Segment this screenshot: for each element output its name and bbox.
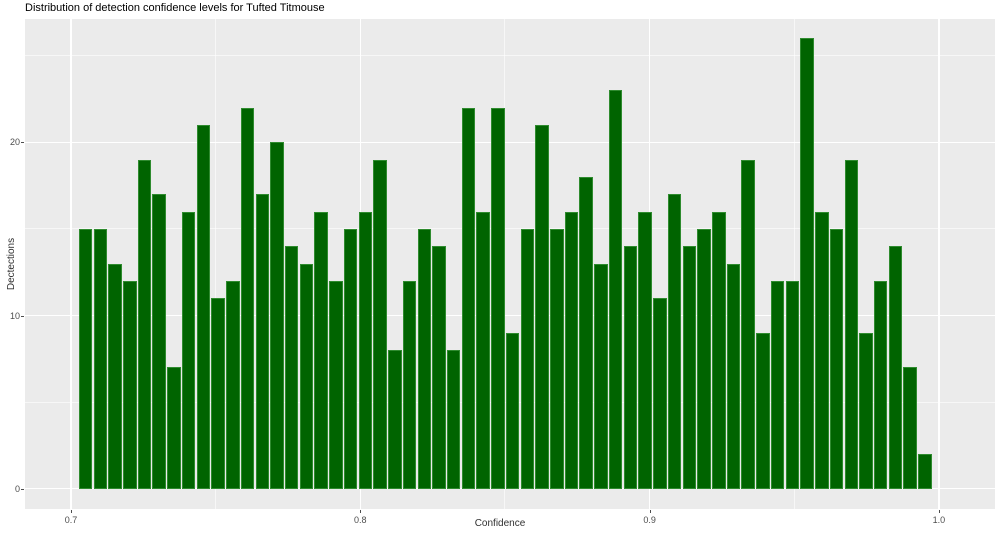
histogram-bar — [491, 107, 505, 489]
histogram-bar — [520, 228, 535, 489]
minor-gridline-x — [504, 19, 506, 509]
histogram-bar — [152, 194, 166, 489]
histogram-bar — [550, 228, 564, 489]
histogram-bar — [918, 454, 932, 489]
major-gridline-y — [25, 314, 995, 317]
histogram-bar — [314, 211, 328, 489]
histogram-bar — [829, 228, 844, 489]
histogram-bar — [388, 350, 402, 489]
x-tick-label: 0.9 — [643, 515, 656, 525]
histogram-bar — [594, 263, 608, 489]
histogram-bar — [461, 107, 476, 489]
histogram-bar — [137, 159, 152, 489]
histogram-bar — [476, 211, 490, 489]
minor-gridline-y — [25, 228, 995, 230]
histogram-bar — [505, 332, 520, 489]
y-tick-label: 10 — [9, 310, 20, 321]
histogram-bar — [682, 246, 697, 489]
histogram-bar — [770, 280, 785, 489]
histogram-bar — [358, 211, 373, 489]
histogram-bar — [815, 211, 829, 489]
minor-gridline-x — [793, 19, 795, 509]
plot-panel — [25, 19, 995, 509]
y-tick-label: 20 — [9, 137, 20, 148]
histogram-bar — [446, 350, 461, 489]
histogram-bar — [623, 246, 638, 489]
y-tick-mark — [21, 488, 24, 490]
histogram-bar — [402, 280, 417, 489]
histogram-bar — [226, 280, 240, 489]
histogram-bar — [667, 194, 682, 489]
histogram-bar — [417, 228, 432, 489]
minor-gridline-y — [25, 55, 995, 57]
histogram-bar — [535, 125, 549, 489]
histogram-bar — [903, 367, 917, 489]
y-tick-mark — [21, 142, 24, 144]
histogram-bar — [756, 332, 770, 489]
x-tick-label: 0.7 — [64, 515, 78, 525]
histogram-bar — [240, 107, 255, 489]
histogram-bar — [873, 280, 888, 489]
histogram-bar — [579, 176, 593, 489]
major-gridline-x — [938, 19, 940, 509]
histogram-bar — [211, 298, 225, 489]
y-tick-mark — [21, 315, 24, 317]
x-tick-label: 0.8 — [354, 515, 367, 525]
y-tick-label: 0 — [14, 483, 20, 494]
histogram-bar — [196, 125, 211, 489]
histogram-bar — [844, 159, 859, 489]
histogram-bar — [329, 280, 343, 489]
histogram-bar — [712, 211, 726, 489]
histogram-bar — [653, 298, 667, 489]
histogram-bar — [343, 228, 358, 489]
major-gridline-y — [25, 487, 995, 490]
x-tick-mark — [938, 510, 940, 513]
histogram-bar — [888, 246, 903, 489]
histogram-bar — [93, 228, 108, 489]
x-tick-label: 1.0 — [932, 515, 946, 525]
histogram-bar — [859, 332, 873, 489]
major-gridline-y — [25, 141, 995, 144]
histogram-bar — [726, 263, 741, 489]
histogram-bar — [741, 159, 755, 489]
x-axis-title: Confidence — [474, 518, 526, 529]
x-tick-mark — [649, 510, 651, 513]
histogram-bar — [608, 90, 623, 489]
major-gridline-x — [70, 19, 72, 509]
y-axis-title: Dectections — [6, 237, 17, 291]
histogram-bar — [108, 263, 122, 489]
histogram-bar — [638, 211, 652, 489]
histogram-bar — [78, 228, 93, 489]
histogram-bar — [432, 246, 446, 489]
histogram-bar — [697, 228, 711, 489]
x-tick-mark — [360, 510, 362, 513]
histogram-bar — [373, 159, 387, 489]
histogram-bar — [123, 280, 137, 489]
minor-gridline-x — [215, 19, 217, 509]
histogram-bar — [785, 280, 800, 489]
histogram-bar — [255, 194, 270, 489]
histogram-bar — [270, 142, 284, 489]
histogram-bar — [167, 367, 181, 489]
histogram-bar — [181, 211, 196, 489]
histogram-bar — [299, 263, 314, 489]
histogram-bar — [284, 246, 299, 489]
chart-title: Distribution of detection confidence lev… — [25, 2, 325, 14]
histogram-bar — [800, 38, 814, 489]
x-tick-mark — [70, 510, 72, 513]
histogram-bar — [564, 211, 579, 489]
